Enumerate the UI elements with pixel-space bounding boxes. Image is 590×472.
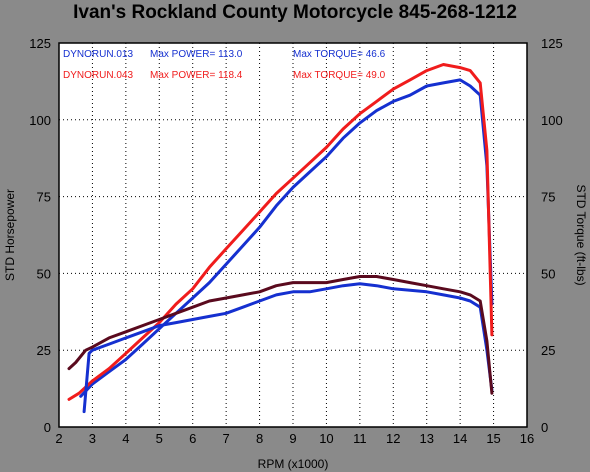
- legend-run-name: DYNORUN.043: [63, 70, 133, 81]
- x-tick-label: 3: [89, 431, 96, 446]
- x-tick-label: 12: [386, 431, 400, 446]
- y-tick-label-right: 125: [541, 36, 563, 51]
- x-tick-label: 6: [189, 431, 196, 446]
- tick-labels: 2 3 4 5 6 7 8 9 10 11 12 13 14 15 16 0 0 25 25 50 50 75 75 100 1…: [29, 36, 562, 446]
- y-tick-label-left: 125: [29, 36, 51, 51]
- x-tick-label: 14: [453, 431, 467, 446]
- legend-max-power: Max POWER= 113.0: [150, 49, 243, 60]
- x-tick-label: 7: [223, 431, 230, 446]
- x-axis-label: RPM (x1000): [258, 457, 329, 471]
- x-tick-label: 16: [520, 431, 534, 446]
- series-lines: [67, 63, 494, 414]
- y-tick-label-right: 100: [541, 113, 563, 128]
- y-tick-label-right: 25: [541, 343, 555, 358]
- x-tick-label: 9: [289, 431, 296, 446]
- x-tick-label: 13: [419, 431, 433, 446]
- legend-max-torque: Max TORQUE= 49.0: [293, 70, 386, 81]
- y-tick-label-right: 0: [541, 420, 548, 435]
- y-tick-label-left: 25: [37, 343, 51, 358]
- x-tick-label: 4: [122, 431, 129, 446]
- y-tick-label-left: 0: [44, 420, 51, 435]
- series-line-power: [67, 63, 494, 401]
- x-tick-label: 11: [353, 431, 367, 446]
- y-tick-label-left: 75: [37, 190, 51, 205]
- y-tick-label-left: 100: [29, 113, 51, 128]
- y-tick-label-right: 75: [541, 190, 555, 205]
- y-tick-label-left: 50: [37, 266, 51, 281]
- legend-max-torque: Max TORQUE= 46.6: [293, 49, 386, 60]
- y-axis-right-label: STD Torque (ft-lbs): [574, 184, 588, 285]
- y-axis-left-label: STD Horsepower: [3, 189, 17, 281]
- legend-max-power: Max POWER= 118.4: [150, 70, 243, 81]
- series-line-power: [79, 78, 494, 398]
- series-line-torque: [67, 275, 494, 395]
- series-line-torque: [82, 282, 494, 414]
- x-tick-label: 10: [319, 431, 333, 446]
- plot-border: [58, 42, 528, 428]
- x-tick-label: 5: [156, 431, 163, 446]
- x-tick-label: 15: [486, 431, 500, 446]
- legend-run-name: DYNORUN.013: [63, 49, 133, 60]
- legend: DYNORUN.013 Max POWER= 113.0 Max TORQUE= 4…: [63, 49, 386, 81]
- chart-title: Ivan's Rockland County Motorcycle 845-26…: [73, 2, 517, 23]
- y-tick-label-right: 50: [541, 266, 555, 281]
- x-tick-label: 2: [55, 431, 62, 446]
- x-tick-label: 8: [256, 431, 263, 446]
